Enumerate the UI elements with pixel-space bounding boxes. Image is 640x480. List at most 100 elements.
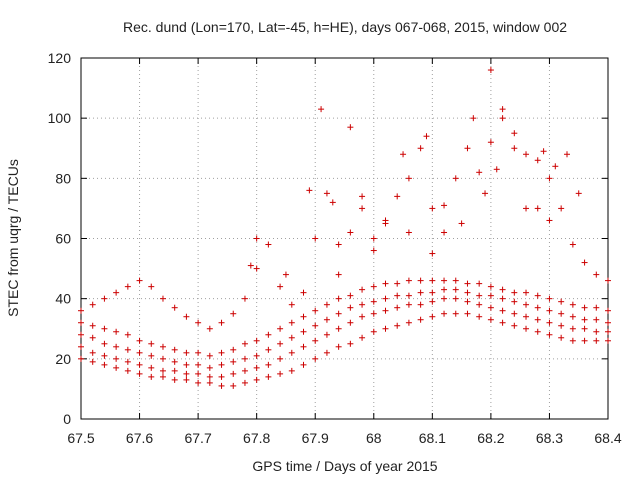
data-point [335,325,342,332]
data-point [569,313,576,320]
data-point [394,304,401,311]
data-point [593,271,600,278]
data-point [487,304,494,311]
data-point [277,325,284,332]
data-point [523,205,530,212]
data-point [605,337,611,344]
data-point [546,295,553,302]
data-point [382,295,389,302]
data-point [476,280,483,287]
grid [81,58,608,419]
data-point [575,190,582,197]
data-point [335,241,342,248]
data-point [183,313,190,320]
data-point [452,277,459,284]
data-point [347,292,354,299]
data-point [136,277,143,284]
data-point [564,151,571,158]
data-point [113,328,120,335]
data-point [306,187,313,194]
data-point [253,265,260,272]
data-point [394,280,401,287]
data-point [312,322,319,329]
data-point [253,352,260,359]
data-point [288,301,295,308]
data-point [300,328,307,335]
y-tick-label: 100 [48,110,72,126]
data-point [546,175,553,182]
data-point [195,319,202,326]
data-point [359,286,366,293]
data-point [171,346,178,353]
data-point [429,289,436,296]
data-point [282,271,289,278]
y-tick-label: 20 [55,351,71,367]
data-point [511,289,518,296]
data-point [558,298,565,305]
data-point [195,349,202,356]
data-point [394,193,401,200]
data-point [124,283,131,290]
data-point [78,355,84,362]
data-point [441,295,448,302]
data-point [230,346,237,353]
data-point [405,277,412,284]
data-point [359,313,366,320]
x-tick-label: 67.8 [243,430,270,446]
data-point [499,286,506,293]
data-point [511,322,518,329]
data-point [171,358,178,365]
data-point [593,337,600,344]
axis-ticks [80,57,609,420]
data-point [89,349,96,356]
data-point [441,310,448,317]
data-point [218,373,225,380]
data-point [218,319,225,326]
data-point [241,340,248,347]
data-point [581,337,588,344]
data-point [429,313,436,320]
data-point [230,370,237,377]
data-point [534,316,541,323]
data-point [476,169,483,176]
data-point [148,364,155,371]
data-point [218,349,225,356]
data-point [405,229,412,236]
data-point [558,310,565,317]
data-point [124,367,131,374]
data-point [171,304,178,311]
data-point [458,220,465,227]
data-point [569,301,576,308]
data-point [253,235,260,242]
data-point [464,289,471,296]
data-point [101,361,108,368]
data-point [534,292,541,299]
data-point [206,325,213,332]
data-point [253,337,260,344]
data-point [347,319,354,326]
data-point [558,322,565,329]
data-point [113,355,120,362]
data-point [429,298,436,305]
y-tick-label: 0 [63,411,71,427]
data-point [159,367,166,374]
data-point [335,310,342,317]
data-point [300,343,307,350]
data-point [347,340,354,347]
data-point [347,229,354,236]
data-point [277,370,284,377]
data-point [113,364,120,371]
data-point [136,349,143,356]
data-point [218,382,225,389]
data-point [534,304,541,311]
data-point [159,373,166,380]
data-point [370,298,377,305]
data-point [89,358,96,365]
data-point [487,283,494,290]
data-point [400,151,407,158]
data-point [382,220,389,227]
y-tick-label: 120 [48,50,72,66]
data-point [78,307,84,314]
plot-frame [80,57,609,420]
